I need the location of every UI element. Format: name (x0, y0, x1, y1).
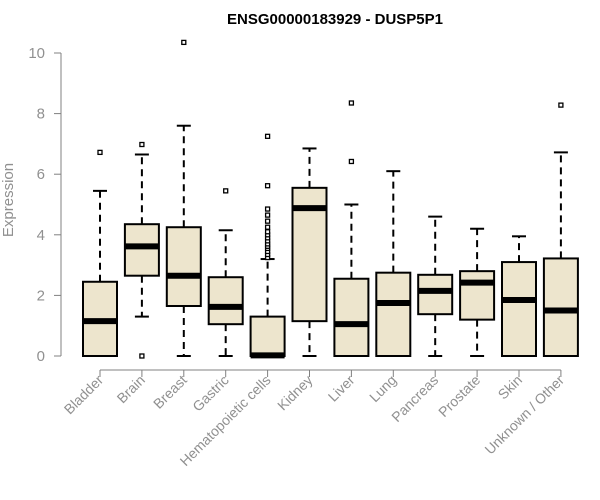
box-prostate (459, 227, 496, 357)
outlier-point (97, 149, 103, 156)
outlier-point (181, 39, 187, 46)
chart-title: ENSG00000183929 - DUSP5P1 (227, 11, 443, 28)
box-iqr (417, 273, 454, 316)
box-bladder (82, 149, 118, 358)
y-axis: 0 2 4 6 8 10 (28, 45, 62, 365)
box-hematopoietic-cells (249, 133, 286, 359)
y-tick-label: 4 (37, 227, 45, 244)
outlier-point (264, 224, 271, 230)
outlier-point (264, 212, 271, 218)
box-iqr (375, 271, 412, 357)
box-iqr (501, 261, 537, 358)
box-iqr (542, 257, 579, 357)
y-axis-label: Expression (0, 163, 17, 237)
x-tick-label: Unknown / Other (481, 372, 567, 458)
x-tick-label: Prostate (435, 372, 483, 420)
y-tick-label: 2 (37, 287, 45, 304)
outlier-point (264, 229, 271, 235)
outlier-point (264, 133, 271, 139)
box-pancreas (417, 215, 454, 357)
y-tick-label: 8 (37, 106, 45, 123)
box-iqr (333, 277, 370, 357)
box-lung (375, 170, 412, 357)
x-tick-label: Brain (114, 372, 148, 406)
x-tick-label: Kidney (274, 372, 316, 414)
x-tick-label: Skin (495, 372, 526, 403)
box-iqr (207, 276, 244, 326)
outlier-point (264, 183, 271, 189)
outlier-point (223, 188, 229, 194)
outlier-point (264, 218, 271, 224)
x-tick-label: Breast (150, 372, 190, 412)
box-iqr (459, 270, 496, 321)
y-tick-label: 6 (37, 166, 45, 183)
outlier-point (558, 102, 564, 108)
box-liver (333, 100, 370, 357)
box-kidney (291, 147, 328, 357)
x-tick-label: Pancreas (388, 372, 441, 425)
x-tick-label: Liver (325, 372, 358, 405)
outlier-point (264, 206, 271, 212)
box-unknown-other (542, 102, 579, 357)
boxes-group (82, 39, 579, 359)
outlier-point (348, 158, 355, 165)
y-tick-label: 10 (28, 45, 45, 62)
box-iqr (165, 226, 202, 308)
box-iqr (123, 223, 160, 277)
outlier-point (139, 141, 145, 148)
x-tick-label: Bladder (61, 372, 107, 418)
box-brain (123, 141, 160, 359)
y-tick-label: 0 (37, 348, 45, 365)
outlier-point (139, 353, 145, 359)
box-breast (165, 39, 202, 357)
x-tick-label: Lung (366, 372, 399, 405)
box-gastric (207, 188, 244, 357)
box-iqr (249, 315, 286, 357)
outlier-point (348, 100, 355, 106)
box-skin (501, 235, 537, 358)
